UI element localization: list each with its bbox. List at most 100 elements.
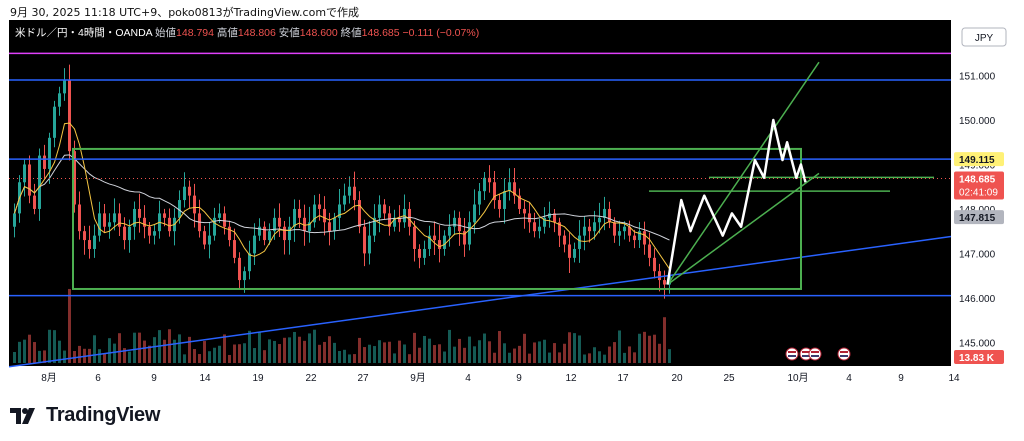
candle[interactable] [378, 195, 381, 233]
candle[interactable] [428, 225, 431, 256]
candle[interactable] [473, 189, 476, 234]
candle[interactable] [388, 206, 391, 236]
candle[interactable] [83, 225, 86, 255]
candle[interactable] [633, 229, 636, 249]
candle[interactable] [43, 144, 46, 179]
candle[interactable] [513, 167, 516, 204]
candle[interactable] [353, 171, 356, 211]
candle[interactable] [528, 202, 531, 233]
rising-trendline[interactable] [9, 235, 952, 368]
price-chart[interactable]: 145.000146.000147.000148.000149.000150.0… [9, 20, 1018, 390]
candle[interactable] [363, 219, 366, 267]
candle[interactable] [33, 183, 36, 215]
candle[interactable] [468, 211, 471, 251]
candle[interactable] [173, 208, 176, 246]
candle[interactable] [598, 202, 601, 234]
candle[interactable] [323, 196, 326, 236]
candle[interactable] [588, 218, 591, 243]
candle[interactable] [98, 201, 101, 242]
candle[interactable] [433, 221, 436, 256]
candle[interactable] [58, 86, 61, 116]
candle[interactable] [193, 183, 196, 228]
range-box[interactable] [72, 147, 802, 290]
candle[interactable] [613, 217, 616, 243]
candle[interactable] [643, 221, 646, 255]
candle[interactable] [533, 212, 536, 238]
candle[interactable] [198, 199, 201, 238]
candle[interactable] [493, 171, 496, 209]
candle[interactable] [568, 232, 571, 273]
candle[interactable] [648, 232, 651, 267]
candle[interactable] [393, 209, 396, 232]
candle[interactable] [168, 208, 171, 237]
candle[interactable] [188, 180, 191, 208]
candle[interactable] [368, 221, 371, 265]
candle[interactable] [403, 194, 406, 228]
chart-panel[interactable]: 145.000146.000147.000148.000149.000150.0… [9, 20, 1018, 390]
candle[interactable] [78, 191, 81, 240]
candle[interactable] [508, 168, 511, 201]
event-flag-icon[interactable] [808, 347, 822, 361]
candle[interactable] [343, 183, 346, 211]
candle[interactable] [138, 193, 141, 233]
candle[interactable] [443, 230, 446, 256]
candle[interactable] [278, 203, 281, 238]
candle[interactable] [28, 155, 31, 204]
candle[interactable] [618, 220, 621, 246]
candle[interactable] [583, 215, 586, 251]
candle[interactable] [258, 218, 261, 241]
candle[interactable] [538, 218, 541, 239]
candle[interactable] [263, 221, 266, 246]
candle[interactable] [158, 200, 161, 239]
candle[interactable] [103, 203, 106, 233]
candle[interactable] [128, 219, 131, 253]
projected-price-path[interactable] [666, 118, 807, 285]
candle[interactable] [518, 188, 521, 214]
candle[interactable] [118, 203, 121, 237]
candle[interactable] [113, 198, 116, 231]
candle[interactable] [453, 210, 456, 236]
candle[interactable] [483, 172, 486, 200]
candle[interactable] [603, 196, 606, 231]
candle[interactable] [418, 244, 421, 269]
candle[interactable] [373, 204, 376, 243]
candle[interactable] [383, 199, 386, 220]
candle[interactable] [218, 203, 221, 223]
candle[interactable] [238, 252, 241, 290]
candle[interactable] [413, 220, 416, 262]
candle[interactable] [133, 201, 136, 240]
candle[interactable] [573, 242, 576, 263]
candle[interactable] [358, 191, 361, 234]
candle[interactable] [523, 200, 526, 229]
candle[interactable] [463, 217, 466, 257]
candle[interactable] [438, 225, 441, 263]
candle[interactable] [558, 217, 561, 247]
candle[interactable] [183, 172, 186, 208]
candle[interactable] [478, 182, 481, 216]
candle[interactable] [638, 222, 641, 248]
candle[interactable] [213, 207, 216, 241]
candle[interactable] [663, 270, 666, 299]
channel-upper-line[interactable] [666, 61, 820, 285]
candle[interactable] [283, 220, 286, 255]
candle[interactable] [248, 240, 251, 280]
candle[interactable] [13, 203, 16, 238]
candle[interactable] [348, 176, 351, 204]
candle[interactable] [253, 223, 256, 265]
candle[interactable] [233, 228, 236, 264]
candle[interactable] [53, 100, 56, 148]
candle[interactable] [108, 213, 111, 239]
candle[interactable] [93, 224, 96, 258]
candle[interactable] [88, 225, 91, 259]
candle[interactable] [498, 194, 501, 218]
candle[interactable] [328, 212, 331, 246]
candle[interactable] [313, 195, 316, 228]
candle[interactable] [203, 225, 206, 250]
candle[interactable] [578, 220, 581, 263]
currency-button[interactable]: JPY [961, 27, 1007, 47]
candle[interactable] [143, 205, 146, 239]
candle[interactable] [268, 223, 271, 245]
candle[interactable] [23, 159, 26, 197]
candle[interactable] [448, 214, 451, 247]
candle[interactable] [288, 216, 291, 255]
